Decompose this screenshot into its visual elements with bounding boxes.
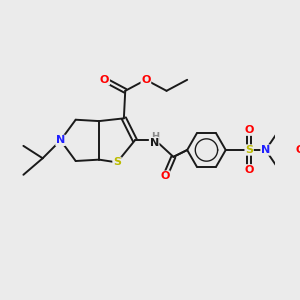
Text: O: O — [244, 165, 254, 175]
Text: O: O — [100, 75, 109, 85]
Text: O: O — [244, 125, 254, 135]
Text: N: N — [56, 135, 65, 146]
Text: N: N — [261, 145, 270, 155]
Text: H: H — [152, 132, 160, 142]
Text: O: O — [141, 75, 151, 85]
Text: S: S — [245, 145, 253, 155]
Text: O: O — [296, 145, 300, 155]
Text: O: O — [160, 171, 170, 181]
Text: N: N — [149, 138, 159, 148]
Text: S: S — [113, 158, 121, 167]
